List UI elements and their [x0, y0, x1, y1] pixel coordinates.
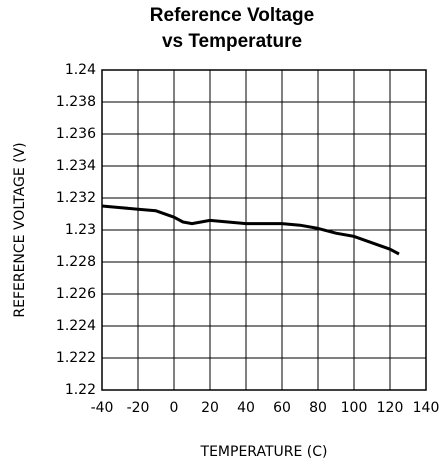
y-tick-label: 1.224: [56, 318, 96, 334]
x-tick-label: 120: [377, 400, 404, 416]
y-tick-label: 1.232: [56, 190, 96, 206]
x-tick-label: 0: [170, 400, 179, 416]
chart-title: vs Temperature: [162, 31, 302, 52]
y-tick-label: 1.226: [56, 286, 96, 302]
y-axis-label: REFERENCE VOLTAGE (V): [12, 142, 28, 317]
x-tick-label: 60: [273, 400, 291, 416]
x-axis-label: TEMPERATURE (C): [200, 444, 328, 460]
plot-frame: [101, 69, 427, 391]
x-tick-label: 20: [201, 400, 219, 416]
y-tick-label: 1.238: [56, 94, 96, 110]
y-tick-label: 1.228: [56, 254, 96, 270]
x-tick-label: 40: [237, 400, 255, 416]
y-tick-label: 1.24: [65, 62, 96, 78]
x-tick-label: 100: [341, 400, 368, 416]
y-tick-label: 1.23: [65, 222, 96, 238]
data-line: [101, 204, 400, 256]
y-tick-label: 1.234: [56, 158, 96, 174]
y-tick-label: 1.236: [56, 126, 96, 142]
x-tick-label: -20: [127, 400, 150, 416]
y-tick-label: 1.222: [56, 350, 96, 366]
x-tick-label: 80: [309, 400, 327, 416]
x-tick-label: -40: [91, 400, 114, 416]
y-tick-label: 1.22: [65, 382, 96, 398]
x-tick-label: 140: [413, 400, 440, 416]
chart-title: Reference Voltage: [150, 5, 314, 26]
